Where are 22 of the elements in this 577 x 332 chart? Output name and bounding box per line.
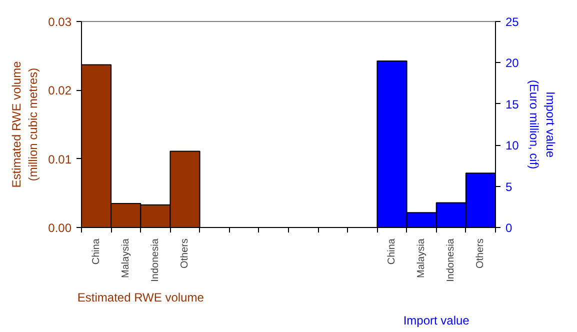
x-tick-label: Malaysia [416, 238, 428, 278]
text: Import value [403, 314, 470, 328]
y-tick-label: 0.00 [48, 221, 72, 235]
y-tick-label: 0.02 [48, 84, 72, 98]
x-tick-label: China [386, 238, 398, 265]
x-tick-label: Others [475, 238, 486, 269]
y2-tick-label: 10 [506, 138, 520, 153]
y-axis-title: Estimated RWE volume (million cubic metres) [9, 60, 40, 188]
x-tick-label: Indonesia [446, 238, 457, 282]
y2-tick-label: 15 [506, 97, 520, 112]
y-tick-label: 0.01 [48, 152, 72, 166]
y2-tick-label: 0 [506, 221, 512, 235]
y2-tick-label: 25 [506, 15, 520, 29]
y2-tick-label: 20 [506, 56, 520, 70]
y2-tick-label: 5 [506, 180, 512, 194]
x-tick-label: China [90, 238, 102, 265]
y-tick-label: 0.03 [48, 15, 72, 29]
text: Estimated RWE volume [77, 290, 204, 304]
y2-axis-title: Import value (Euro million, cif) [526, 80, 558, 170]
x-tick-label: Malaysia [120, 238, 132, 278]
x-tick-label: Indonesia [150, 238, 161, 282]
x-tick-label: Others [180, 238, 190, 269]
